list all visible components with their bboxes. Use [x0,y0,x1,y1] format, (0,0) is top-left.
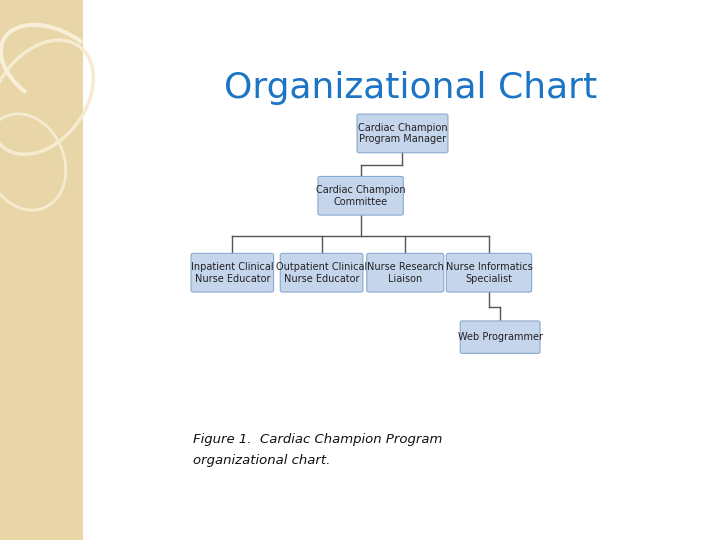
Text: Inpatient Clinical
Nurse Educator: Inpatient Clinical Nurse Educator [191,262,274,284]
Text: Nurse Research
Liaison: Nurse Research Liaison [366,262,444,284]
Text: Outpatient Clinical
Nurse Educator: Outpatient Clinical Nurse Educator [276,262,367,284]
Text: Cardiac Champion
Committee: Cardiac Champion Committee [316,185,405,207]
Text: Organizational Chart: Organizational Chart [224,71,598,105]
FancyBboxPatch shape [191,253,274,292]
Text: Figure 1.  Cardiac Champion Program: Figure 1. Cardiac Champion Program [193,433,443,446]
Text: Nurse Informatics
Specialist: Nurse Informatics Specialist [446,262,532,284]
FancyBboxPatch shape [446,253,531,292]
FancyBboxPatch shape [280,253,363,292]
FancyBboxPatch shape [460,321,540,353]
Text: organizational chart.: organizational chart. [193,454,330,467]
Text: Cardiac Champion
Program Manager: Cardiac Champion Program Manager [358,123,447,144]
FancyBboxPatch shape [318,177,403,215]
Text: Web Programmer: Web Programmer [458,332,543,342]
FancyBboxPatch shape [366,253,444,292]
FancyBboxPatch shape [357,114,448,153]
